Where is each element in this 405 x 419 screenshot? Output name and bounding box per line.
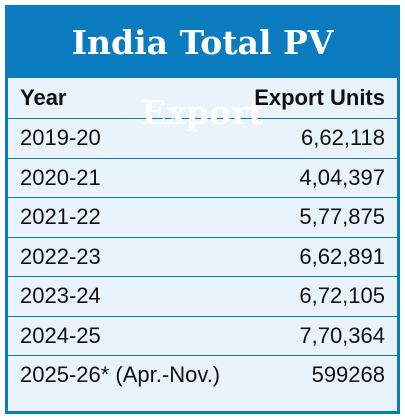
export-table-card: India Total PV Export Year Export Units …: [5, 5, 400, 414]
row-year: 2022-23: [20, 243, 101, 269]
row-export-units: 599268: [311, 362, 385, 388]
row-export-units: 7,70,364: [299, 322, 385, 348]
table-row: 2022-23 6,62,891: [8, 236, 397, 277]
table-row: 2024-25 7,70,364: [8, 315, 397, 356]
row-export-units: 4,04,397: [299, 164, 385, 190]
row-year: 2020-21: [20, 164, 101, 190]
export-table: Year Export Units 2019-20 6,62,118 2020-…: [8, 78, 397, 395]
row-export-units: 6,62,118: [300, 125, 385, 151]
row-export-units: 5,77,875: [299, 204, 385, 230]
table-row: 2025-26* (Apr.-Nov.) 599268: [8, 355, 397, 395]
header-export-units: Export Units: [254, 85, 385, 110]
table-header-row: Year Export Units: [8, 78, 397, 118]
row-year: 2021-22: [20, 204, 101, 230]
row-year: 2023-24: [20, 283, 101, 309]
table-row: 2020-21 4,04,397: [8, 157, 397, 198]
table-title: India Total PV Export: [8, 8, 397, 132]
header-year: Year: [20, 85, 67, 110]
row-export-units: 6,72,105: [299, 283, 385, 309]
table-row: 2023-24 6,72,105: [8, 276, 397, 316]
row-year: 2025-26* (Apr.-Nov.): [20, 362, 221, 388]
row-export-units: 6,62,891: [299, 243, 385, 269]
table-row: 2021-22 5,77,875: [8, 197, 397, 237]
table-row: 2019-20 6,62,118: [8, 118, 397, 158]
row-year: 2019-20: [20, 125, 101, 151]
row-year: 2024-25: [20, 322, 101, 348]
